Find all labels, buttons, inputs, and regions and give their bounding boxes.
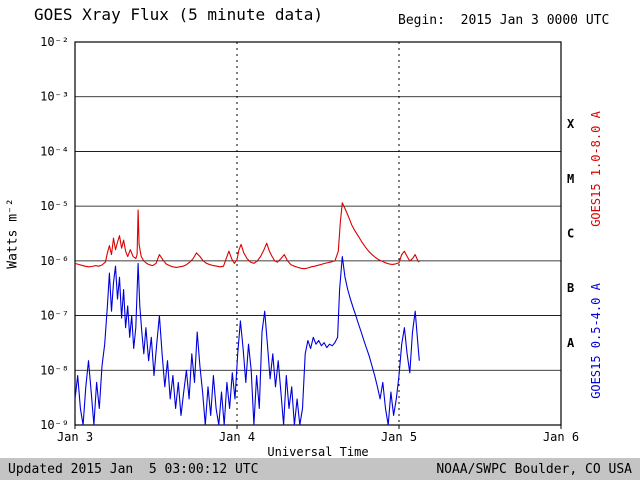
y-tick-label: 10⁻⁵ (40, 199, 69, 213)
y-tick-label: 10⁻⁶ (40, 254, 69, 268)
y-tick-label: 10⁻³ (40, 90, 69, 104)
y-tick-label: 10⁻⁸ (40, 363, 69, 377)
legend-goes15-long-channel: GOES15 1.0-8.0 A (589, 111, 603, 227)
begin-time-label: Begin: 2015 Jan 3 0000 UTC (398, 13, 610, 28)
x-axis-title: Universal Time (267, 445, 368, 459)
y-tick-label: 10⁻² (40, 35, 69, 49)
flux-class-label: X (567, 117, 575, 131)
chart-title: GOES Xray Flux (5 minute data) (34, 5, 323, 24)
credit-label: NOAA/SWPC Boulder, CO USA (436, 461, 632, 477)
x-tick-label: Jan 5 (381, 430, 417, 444)
flux-class-label: B (567, 281, 574, 295)
goes-long-channel-line (74, 202, 420, 270)
legend-goes15-short-channel: GOES15 0.5-4.0 A (589, 283, 603, 399)
footer-bar: Updated 2015 Jan 5 03:00:12 UTC NOAA/SWP… (0, 458, 640, 480)
goes-short-channel-line (74, 255, 420, 426)
updated-timestamp: Updated 2015 Jan 5 03:00:12 UTC (8, 461, 259, 477)
flux-class-label: C (567, 227, 574, 241)
flux-class-label: M (567, 172, 574, 186)
plot-frame (74, 41, 562, 426)
y-tick-label: 10⁻⁴ (40, 144, 69, 158)
flux-class-label: A (567, 336, 575, 350)
x-tick-label: Jan 3 (57, 430, 93, 444)
y-tick-label: 10⁻⁷ (40, 309, 69, 323)
x-tick-label: Jan 6 (543, 430, 579, 444)
y-axis-label: Watts m⁻² (5, 198, 21, 269)
x-tick-label: Jan 4 (219, 430, 255, 444)
y-tick-label: 10⁻⁹ (40, 418, 69, 432)
